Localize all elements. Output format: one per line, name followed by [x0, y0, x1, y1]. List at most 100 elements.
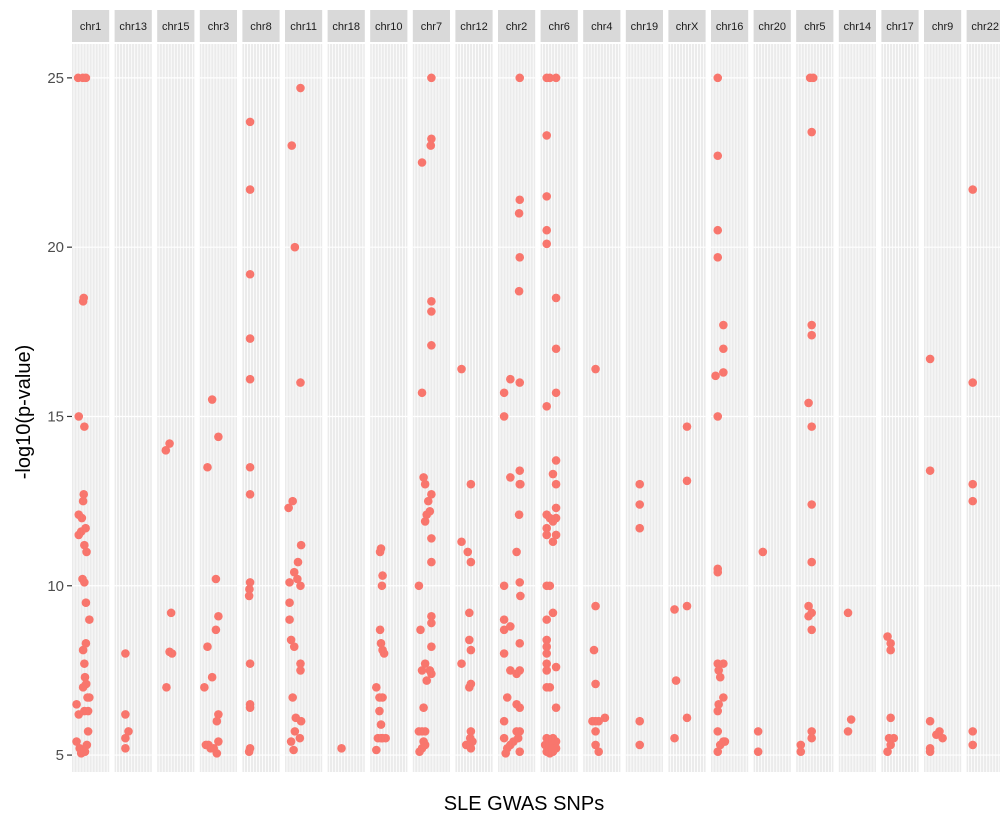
facet-strip-label: chr14 [844, 21, 872, 33]
snp-point [377, 581, 387, 591]
panel-background [242, 44, 280, 772]
snp-point [512, 727, 521, 736]
snp-point [78, 683, 88, 692]
facet-panel-chr2: chr2 [498, 10, 536, 772]
snp-point [807, 330, 816, 340]
snp-point [515, 195, 525, 205]
snp-point [214, 737, 223, 746]
y-axis: 5 10 15 20 25 [47, 70, 72, 764]
snp-point [499, 733, 509, 743]
snp-point [548, 469, 558, 479]
snp-point [427, 669, 436, 679]
snp-point [375, 625, 385, 635]
facet-strip-label: chr22 [971, 21, 999, 33]
y-axis-title: -log10(p-value) [13, 345, 35, 480]
snp-point [76, 749, 86, 758]
snp-point [542, 733, 552, 743]
snp-point [591, 727, 600, 736]
snp-point [427, 490, 436, 499]
snp-point [591, 601, 600, 611]
snp-point [713, 73, 723, 83]
snp-point [807, 422, 816, 431]
snp-point [85, 693, 94, 702]
facet-panel-chr18: chr18 [327, 10, 365, 772]
snp-point [211, 625, 221, 635]
snp-point [200, 683, 209, 692]
snp-point [79, 490, 89, 499]
snp-point [376, 720, 386, 729]
facet-strip-label: chr2 [506, 21, 527, 33]
panel-background [625, 44, 663, 772]
snp-point [81, 639, 91, 648]
facet-panel-chr13: chr13 [114, 10, 152, 772]
facet-strip [838, 10, 876, 42]
snp-point [417, 666, 427, 675]
snp-point [515, 378, 525, 387]
snp-point [807, 500, 816, 509]
snp-point [463, 740, 473, 750]
facet-strip [199, 10, 237, 42]
snp-point [714, 699, 723, 709]
snp-point [296, 378, 305, 387]
snp-point [289, 642, 299, 652]
snp-point [682, 601, 692, 611]
facet-strip [327, 10, 365, 42]
snp-point [542, 642, 552, 652]
snp-point [420, 479, 430, 489]
snp-point [513, 733, 523, 743]
snp-point [635, 500, 645, 509]
y-tick-label: 5 [56, 747, 64, 764]
snp-point [416, 625, 425, 635]
snp-point [379, 649, 389, 658]
snp-point [290, 727, 300, 736]
snp-point [635, 716, 645, 726]
snp-point [540, 740, 550, 750]
facet-strip-label: chr17 [886, 21, 914, 33]
snp-point [420, 659, 430, 668]
snp-point [545, 581, 555, 591]
y-tick-label: 20 [47, 239, 64, 256]
snp-point [417, 388, 427, 398]
snp-point [499, 625, 509, 635]
snp-point [514, 209, 524, 218]
facet-panel-chr11: chr11 [284, 10, 323, 772]
snp-point [161, 446, 171, 455]
facet-panel-chr15: chr15 [157, 10, 195, 772]
facet-strip [412, 10, 450, 42]
snp-point [506, 473, 515, 482]
facet-strip-label: chr6 [548, 21, 569, 33]
snp-point [419, 473, 428, 482]
snp-point [545, 73, 555, 83]
snp-point [293, 557, 303, 567]
snp-point [796, 740, 806, 750]
panel-background [881, 44, 919, 772]
snp-point [807, 608, 816, 618]
facet-strip [242, 10, 280, 42]
facet-panels: chr1 chr13 chr15 chr3 chr8 chr11 chr18 chr10 chr… [72, 10, 1000, 772]
facet-panel-chr10: chr10 [370, 10, 408, 772]
snp-point [551, 513, 561, 523]
snp-point [81, 73, 91, 83]
snp-point [889, 733, 899, 743]
facet-strip-label: chr8 [250, 21, 271, 33]
snp-point [465, 635, 474, 645]
snp-point [375, 706, 384, 716]
facet-panel-chr12: chr12 [455, 10, 493, 772]
snp-point [296, 581, 305, 591]
snp-point [427, 297, 436, 306]
snp-point [285, 578, 294, 587]
snp-point [288, 496, 297, 506]
panel-background [157, 44, 195, 772]
facet-panel-chr17: chr17 [881, 10, 919, 772]
snp-point [551, 662, 561, 672]
snp-point [245, 269, 255, 279]
panel-background [370, 44, 408, 772]
snp-point [465, 608, 474, 618]
snp-point [594, 747, 603, 756]
snp-point [78, 496, 88, 506]
snp-point [591, 740, 600, 750]
snp-point [244, 591, 254, 601]
panel-background [583, 44, 621, 772]
snp-point [466, 679, 476, 689]
snp-point [165, 439, 174, 448]
